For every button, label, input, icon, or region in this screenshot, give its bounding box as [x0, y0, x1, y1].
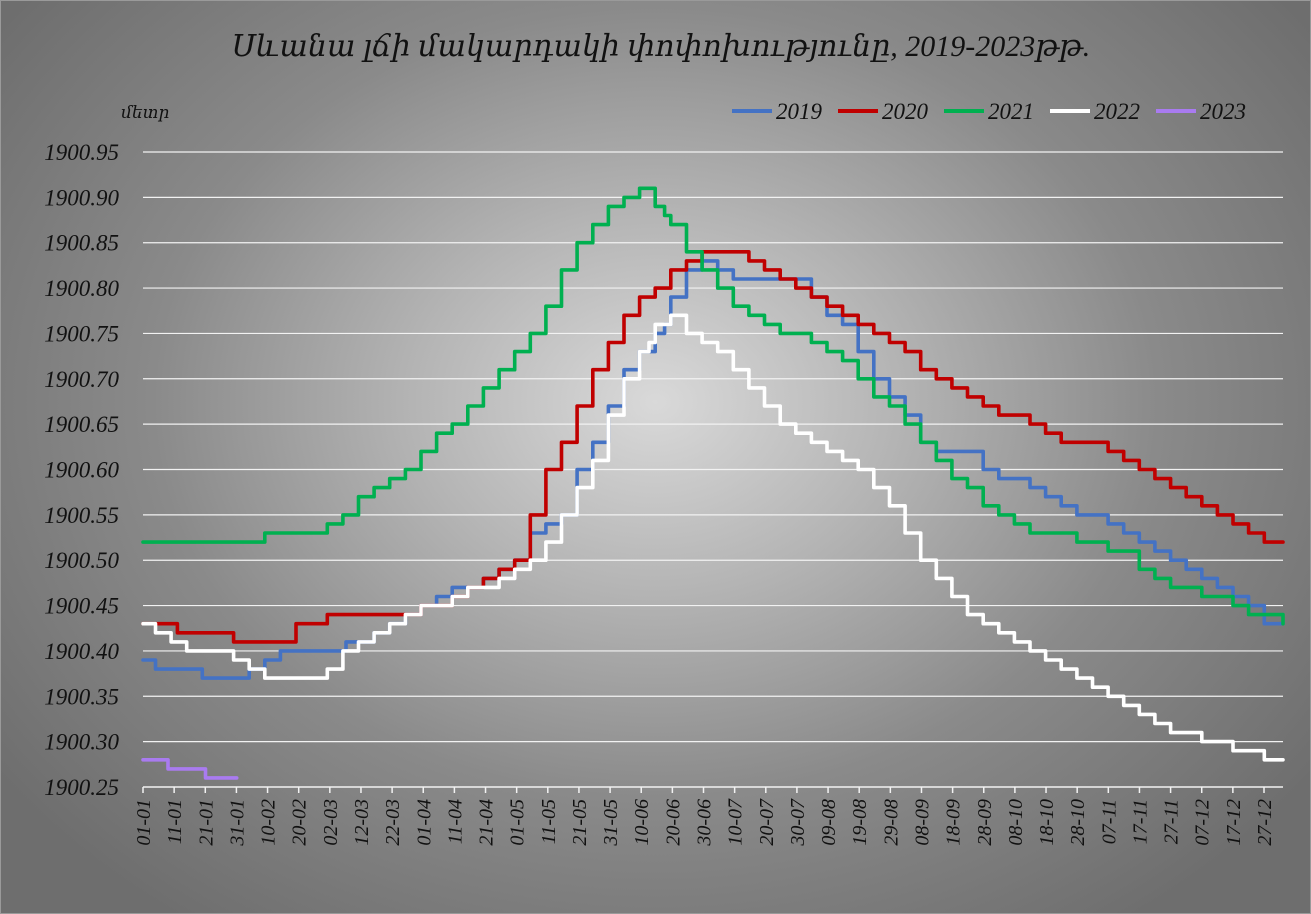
y-tick-label: 1900.25 [44, 775, 119, 800]
x-tick-label: 02-03 [320, 799, 342, 846]
x-tick-label: 11-01 [164, 799, 186, 844]
x-tick-label: 21-05 [569, 799, 591, 846]
series-lines [141, 186, 1285, 780]
x-tick-label: 12-03 [351, 799, 373, 846]
x-tick-label: 01-04 [413, 799, 435, 846]
y-tick-label: 1900.95 [44, 140, 119, 165]
y-axis-ticks: 1900.95 1900.90 1900.85 1900.80 1900.75 1900.… [44, 140, 119, 800]
y-tick-label: 1900.70 [44, 367, 119, 392]
legend-label-2019: 2019 [776, 99, 823, 124]
chart-title: Սևանա լճի մակարդակի փոփոխությունը, 2019-… [232, 30, 1090, 63]
legend-label-2023: 2023 [1200, 99, 1246, 124]
x-tick-label: 10-06 [631, 799, 653, 846]
x-tick-label: 31-05 [600, 799, 622, 847]
x-tick-label: 07-12 [1192, 799, 1214, 846]
y-tick-label: 1900.60 [44, 458, 119, 483]
x-tick-label: 30-06 [694, 799, 716, 847]
x-tick-label: 17-12 [1223, 799, 1245, 846]
series-line-2022 [141, 313, 1285, 762]
x-axis-ticks: 01-01 11-01 21-01 31-01 10-02 20-02 02-03 12-03… [133, 787, 1276, 847]
x-tick-label: 11-04 [444, 799, 466, 844]
x-tick-label: 27-11 [1161, 799, 1183, 844]
legend-label-2021: 2021 [988, 99, 1034, 124]
series-line-2021 [141, 186, 1285, 626]
y-tick-label: 1900.40 [44, 639, 119, 664]
x-tick-label: 19-08 [849, 799, 871, 846]
x-tick-label: 20-07 [756, 798, 778, 846]
legend-label-2020: 2020 [882, 99, 929, 124]
x-tick-label: 18-10 [1036, 799, 1058, 846]
x-tick-label: 09-08 [818, 799, 840, 846]
y-tick-label: 1900.35 [44, 684, 119, 709]
legend: 2019 2020 2021 2022 2023 [732, 99, 1246, 124]
x-tick-label: 21-04 [476, 799, 498, 846]
x-tick-label: 08-10 [1005, 799, 1027, 846]
y-tick-label: 1900.90 [44, 185, 119, 210]
y-tick-label: 1900.45 [44, 594, 119, 619]
y-tick-label: 1900.30 [44, 730, 119, 755]
x-tick-label: 27-12 [1254, 799, 1276, 846]
y-tick-label: 1900.80 [44, 276, 119, 301]
y-tick-label: 1900.65 [44, 412, 119, 437]
x-tick-label: 30-07 [787, 798, 809, 847]
x-tick-label: 29-08 [880, 799, 902, 846]
x-tick-label: 01-05 [507, 799, 529, 846]
x-tick-label: 08-09 [911, 799, 933, 846]
y-tick-label: 1900.50 [44, 548, 119, 573]
x-tick-label: 20-02 [289, 799, 311, 846]
x-tick-label: 22-03 [382, 799, 404, 846]
x-tick-label: 11-05 [538, 799, 560, 844]
y-tick-label: 1900.75 [44, 321, 119, 346]
y-tick-label: 1900.55 [44, 503, 119, 528]
y-tick-label: 1900.85 [44, 231, 119, 256]
gridlines [143, 151, 1283, 788]
x-tick-label: 28-10 [1067, 799, 1089, 846]
x-tick-label: 07-11 [1098, 799, 1120, 844]
x-tick-label: 21-01 [195, 799, 217, 846]
series-line-2020 [141, 250, 1285, 644]
x-tick-label: 10-07 [725, 798, 747, 846]
x-tick-label: 18-09 [943, 799, 965, 846]
x-tick-label: 20-06 [662, 799, 684, 846]
x-tick-label: 28-09 [974, 799, 996, 846]
x-tick-label: 01-01 [133, 799, 155, 846]
legend-label-2022: 2022 [1094, 99, 1140, 124]
series-line-2023 [141, 758, 239, 780]
x-tick-label: 31-01 [226, 799, 248, 847]
x-tick-label: 10-02 [258, 799, 280, 846]
x-tick-label: 17-11 [1129, 799, 1151, 844]
y-axis-unit-label: մետր [121, 103, 169, 122]
